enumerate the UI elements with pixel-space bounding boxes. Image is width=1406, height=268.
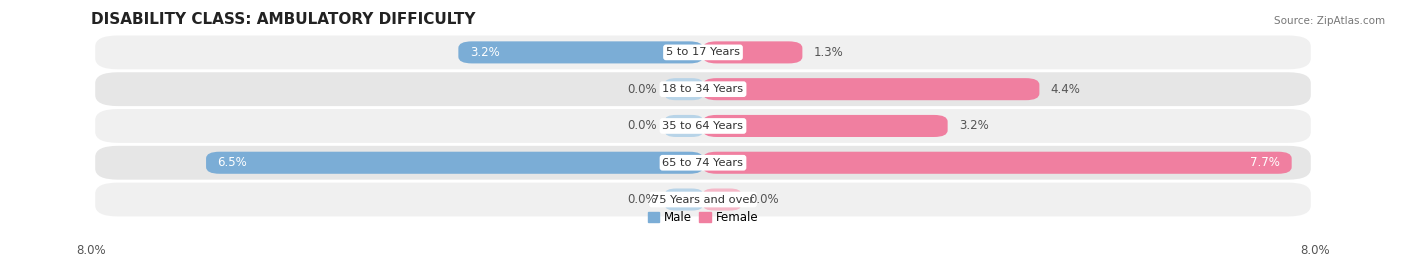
Text: DISABILITY CLASS: AMBULATORY DIFFICULTY: DISABILITY CLASS: AMBULATORY DIFFICULTY <box>91 12 475 27</box>
Text: 1.3%: 1.3% <box>814 46 844 59</box>
Text: 75 Years and over: 75 Years and over <box>652 195 754 204</box>
FancyBboxPatch shape <box>703 115 948 137</box>
FancyBboxPatch shape <box>703 41 803 64</box>
Text: 6.5%: 6.5% <box>218 156 247 169</box>
Text: 3.2%: 3.2% <box>470 46 499 59</box>
Text: 0.0%: 0.0% <box>749 193 779 206</box>
Text: 4.4%: 4.4% <box>1050 83 1081 96</box>
FancyBboxPatch shape <box>96 146 1310 180</box>
Text: 8.0%: 8.0% <box>1299 244 1330 257</box>
Text: 65 to 74 Years: 65 to 74 Years <box>662 158 744 168</box>
Text: 0.0%: 0.0% <box>627 120 657 132</box>
FancyBboxPatch shape <box>665 78 703 100</box>
FancyBboxPatch shape <box>96 183 1310 217</box>
Legend: Male, Female: Male, Female <box>643 206 763 229</box>
Text: 0.0%: 0.0% <box>627 83 657 96</box>
FancyBboxPatch shape <box>703 152 1292 174</box>
FancyBboxPatch shape <box>665 115 703 137</box>
Text: 18 to 34 Years: 18 to 34 Years <box>662 84 744 94</box>
Text: Source: ZipAtlas.com: Source: ZipAtlas.com <box>1274 16 1385 26</box>
Text: 35 to 64 Years: 35 to 64 Years <box>662 121 744 131</box>
FancyBboxPatch shape <box>96 35 1310 69</box>
Text: 0.0%: 0.0% <box>627 193 657 206</box>
FancyBboxPatch shape <box>96 109 1310 143</box>
Text: 3.2%: 3.2% <box>959 120 988 132</box>
Text: 7.7%: 7.7% <box>1250 156 1281 169</box>
FancyBboxPatch shape <box>703 188 741 211</box>
Text: 8.0%: 8.0% <box>76 244 107 257</box>
FancyBboxPatch shape <box>458 41 703 64</box>
FancyBboxPatch shape <box>665 188 703 211</box>
FancyBboxPatch shape <box>703 78 1039 100</box>
FancyBboxPatch shape <box>207 152 703 174</box>
Text: 5 to 17 Years: 5 to 17 Years <box>666 47 740 57</box>
FancyBboxPatch shape <box>96 72 1310 106</box>
